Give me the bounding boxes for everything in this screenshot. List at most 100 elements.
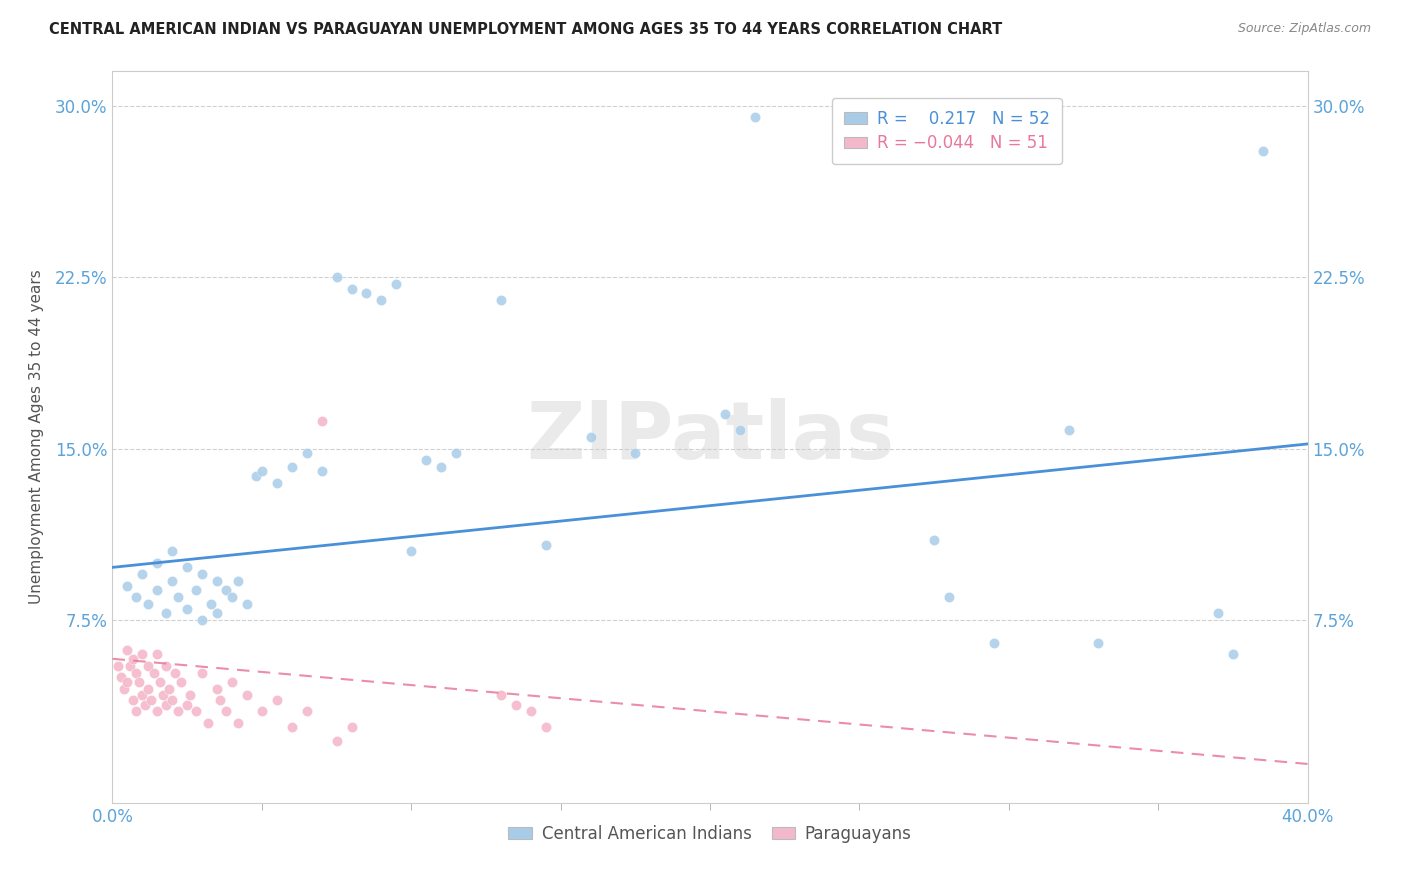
Point [534,720,557,734]
Point [167,590,190,604]
Point [1206,606,1229,620]
Point [295,705,318,719]
Point [415,453,437,467]
Point [200,597,222,611]
Point [125,590,148,604]
Point [162,693,183,707]
Point [186,705,208,719]
Point [125,665,148,680]
Point [155,658,177,673]
Point [1251,145,1274,159]
Point [236,689,259,703]
Point [266,475,288,490]
Point [250,464,273,478]
Point [117,674,139,689]
Point [152,689,174,703]
Point [149,674,172,689]
Point [1087,636,1109,650]
Point [176,560,198,574]
Point [170,674,193,689]
Point [205,681,228,696]
Point [141,693,163,707]
Point [138,658,160,673]
Point [155,606,177,620]
Point [922,533,945,547]
Point [191,567,214,582]
Point [155,698,177,712]
Point [1222,647,1244,661]
Point [205,606,228,620]
Point [340,281,363,295]
Point [167,705,190,719]
Point [325,734,347,748]
Point [110,670,132,684]
Point [138,681,160,696]
Point [191,665,214,680]
Point [186,583,208,598]
Point [117,579,139,593]
Point [520,705,543,719]
Point [489,689,512,703]
Point [281,720,304,734]
Point [281,459,304,474]
Point [179,689,201,703]
Point [138,597,160,611]
Point [624,446,647,460]
Point [215,705,238,719]
Legend: Central American Indians, Paraguayans: Central American Indians, Paraguayans [502,818,918,849]
Point [938,590,960,604]
Point [205,574,228,588]
Text: ZIPatlas: ZIPatlas [526,398,894,476]
Point [122,652,145,666]
Point [744,110,766,124]
Point [430,459,453,474]
Point [162,544,183,558]
Point [157,681,180,696]
Point [191,613,214,627]
Point [221,674,243,689]
Point [385,277,408,291]
Point [131,567,153,582]
Point [176,698,198,712]
Point [356,286,378,301]
Point [714,407,737,421]
Point [128,674,150,689]
Point [226,715,249,730]
Point [120,658,142,673]
Point [325,270,347,285]
Point [165,665,187,680]
Point [215,583,238,598]
Point [245,469,267,483]
Point [143,665,166,680]
Point [266,693,288,707]
Point [1057,423,1080,437]
Point [197,715,219,730]
Point [114,681,135,696]
Point [146,556,169,570]
Point [236,597,259,611]
Point [579,430,602,444]
Point [250,705,273,719]
Point [131,689,153,703]
Text: Source: ZipAtlas.com: Source: ZipAtlas.com [1237,22,1371,36]
Point [489,293,512,307]
Point [125,705,148,719]
Point [146,647,169,661]
Point [728,423,751,437]
Point [311,464,333,478]
Point [370,293,392,307]
Point [117,642,139,657]
Point [162,574,183,588]
Point [146,705,169,719]
Point [534,537,557,551]
Point [401,544,423,558]
Point [340,720,363,734]
Point [311,414,333,428]
Point [983,636,1005,650]
Point [444,446,467,460]
Point [122,693,145,707]
Point [505,698,527,712]
Point [134,698,156,712]
Y-axis label: Unemployment Among Ages 35 to 44 years: Unemployment Among Ages 35 to 44 years [30,269,44,605]
Point [131,647,153,661]
